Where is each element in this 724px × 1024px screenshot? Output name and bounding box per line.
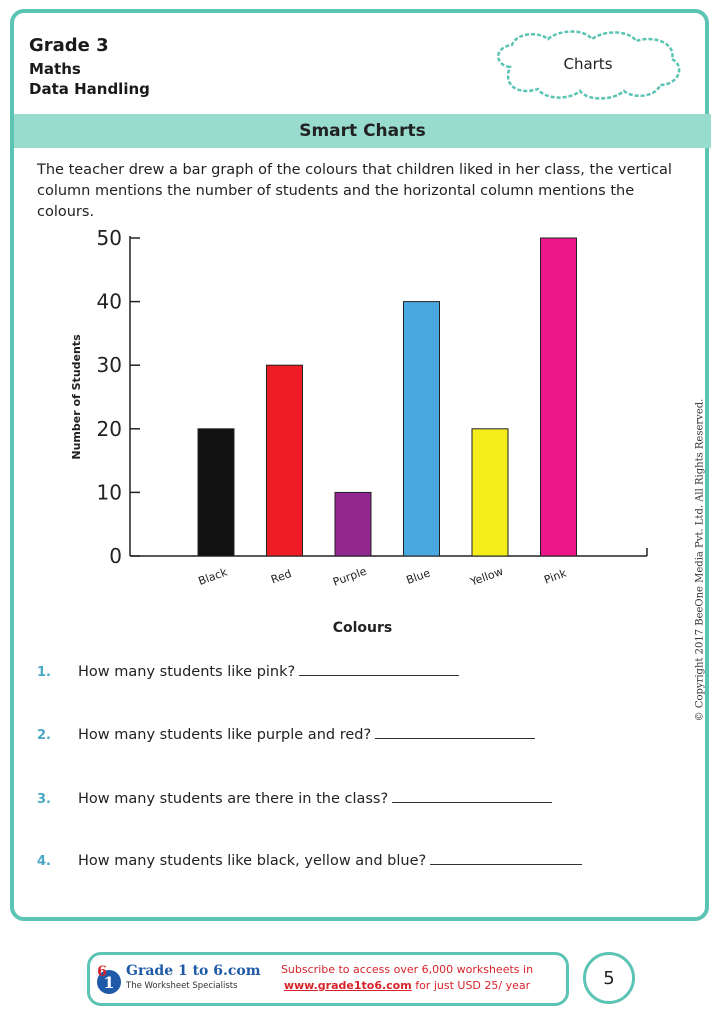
bar-blue bbox=[403, 301, 440, 557]
subscribe-price: for just USD 25/ year bbox=[411, 979, 531, 992]
svg-text:1: 1 bbox=[103, 973, 114, 992]
answer-blank[interactable] bbox=[375, 724, 536, 739]
subscribe-text: Subscribe to access over 6,000 worksheet… bbox=[280, 963, 534, 976]
question-text: How many students like pink? bbox=[78, 664, 296, 680]
intro-text: The teacher drew a bar graph of the colo… bbox=[37, 162, 672, 220]
question-3: 3. How many students are there in the cl… bbox=[37, 788, 553, 807]
y-tick-label: 30 bbox=[97, 353, 122, 377]
question-number: 1. bbox=[37, 665, 51, 680]
bar-yellow bbox=[471, 428, 509, 557]
question-1: 1. How many students like pink? bbox=[37, 661, 460, 680]
y-tick-label: 50 bbox=[97, 226, 122, 250]
answer-blank[interactable] bbox=[299, 661, 460, 676]
brand-name: Grade 1 to 6.com bbox=[126, 963, 261, 979]
title-banner: Smart Charts bbox=[14, 114, 711, 148]
x-tick-label: Red bbox=[269, 567, 293, 586]
answer-blank[interactable] bbox=[392, 788, 553, 803]
x-tick-label: Yellow bbox=[468, 565, 505, 589]
page-number: 5 bbox=[603, 967, 615, 989]
subject-label: Maths bbox=[29, 60, 81, 78]
svg-text:6: 6 bbox=[97, 964, 107, 980]
x-tick-label: Pink bbox=[542, 566, 568, 586]
x-tick-label: Black bbox=[197, 565, 230, 588]
question-text: How many students are there in the class… bbox=[78, 791, 389, 807]
charts-badge-label: Charts bbox=[563, 55, 613, 73]
question-number: 3. bbox=[37, 792, 51, 807]
y-tick-label: 40 bbox=[97, 290, 122, 314]
cloud-badge-icon bbox=[497, 30, 681, 100]
banner-title: Smart Charts bbox=[299, 121, 426, 141]
footer-banner bbox=[87, 952, 569, 1006]
grade1to6-logo-icon: 1 6 bbox=[97, 964, 121, 994]
x-axis-title: Colours bbox=[332, 620, 393, 636]
question-number: 4. bbox=[37, 854, 51, 869]
subscribe-line-2: www.grade1to6.com for just USD 25/ year bbox=[252, 979, 562, 992]
answer-blank[interactable] bbox=[430, 850, 583, 865]
question-text: How many students like purple and red? bbox=[78, 727, 372, 743]
bar-pink bbox=[540, 237, 577, 557]
question-4: 4. How many students like black, yellow … bbox=[37, 850, 583, 869]
bar-chart: 0 10 20 30 40 50 Number of Students Black Red Pur… bbox=[70, 226, 648, 589]
bar-black bbox=[197, 428, 235, 557]
brand-tagline: The Worksheet Specialists bbox=[126, 981, 238, 991]
y-tick-label: 10 bbox=[97, 480, 122, 504]
grade-label: Grade 3 bbox=[29, 35, 109, 56]
copyright-text: © Copyright 2017 BeeOne Media Pvt. Ltd. … bbox=[694, 398, 706, 722]
x-tick-label: Purple bbox=[331, 565, 368, 589]
subscribe-link[interactable]: www.grade1to6.com bbox=[283, 979, 412, 992]
y-axis-title: Number of Students bbox=[70, 334, 83, 460]
question-2: 2. How many students like purple and red… bbox=[37, 724, 536, 743]
bar-red bbox=[266, 364, 303, 557]
topic-label: Data Handling bbox=[29, 80, 150, 98]
page-frame bbox=[10, 9, 709, 921]
y-tick-label: 20 bbox=[97, 417, 122, 441]
page-number-badge: 5 bbox=[583, 952, 635, 1004]
bar-purple bbox=[334, 491, 372, 557]
y-tick-label: 0 bbox=[109, 544, 122, 568]
x-tick-label: Blue bbox=[405, 566, 433, 587]
question-number: 2. bbox=[37, 728, 51, 743]
question-text: How many students like black, yellow and… bbox=[78, 853, 427, 869]
